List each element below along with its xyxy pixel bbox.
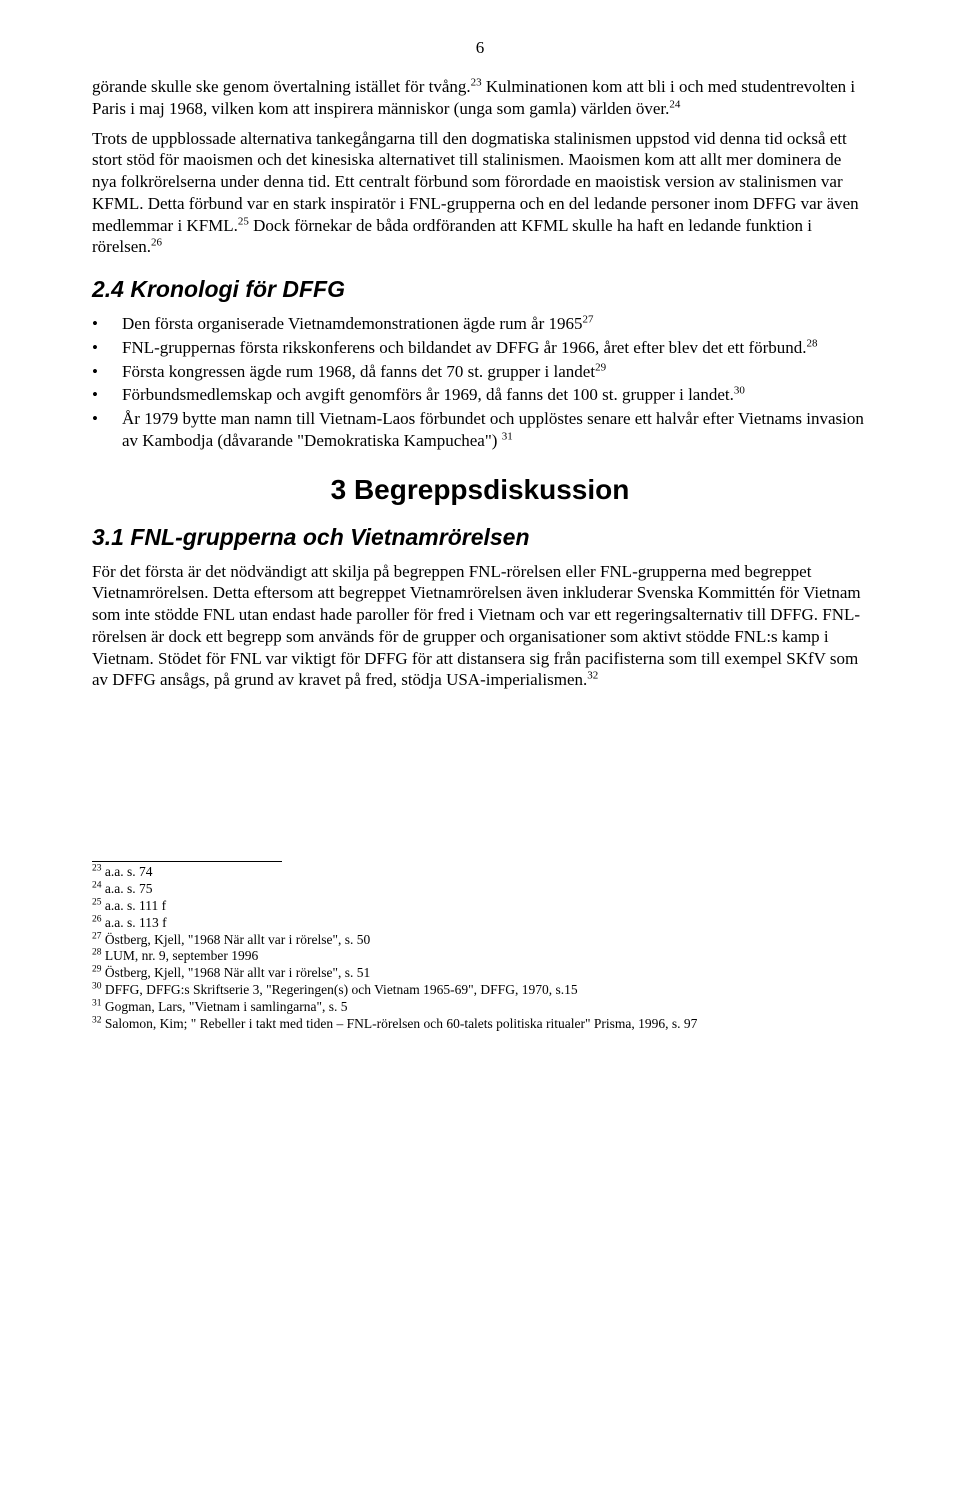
bullet-list: Den första organiserade Vietnamdemonstra… [92, 313, 868, 452]
footnote-28: 28 LUM, nr. 9, september 1996 [92, 948, 868, 965]
page-number: 6 [92, 38, 868, 58]
footnote-ref-27: 27 [583, 313, 594, 325]
bullet-item: FNL-gruppernas första rikskonferens och … [92, 337, 868, 359]
footnote-text: DFFG, DFFG:s Skriftserie 3, "Regeringen(… [102, 982, 578, 997]
footnote-24: 24 a.a. s. 75 [92, 881, 868, 898]
bullet-text: Förbundsmedlemskap och avgift genomförs … [122, 385, 734, 404]
footnote-ref-32: 32 [587, 670, 598, 682]
footnote-text: LUM, nr. 9, september 1996 [102, 948, 259, 963]
footnote-number: 24 [92, 880, 102, 890]
footnote-text: a.a. s. 113 f [102, 915, 167, 930]
footnote-30: 30 DFFG, DFFG:s Skriftserie 3, "Regering… [92, 982, 868, 999]
footnote-text: Gogman, Lars, "Vietnam i samlingarna", s… [102, 999, 348, 1014]
footnote-32: 32 Salomon, Kim; " Rebeller i takt med t… [92, 1016, 868, 1033]
document-page: 6 görande skulle ske genom övertalning i… [0, 0, 960, 1504]
footnote-ref-26: 26 [151, 237, 162, 249]
bullet-item: Den första organiserade Vietnamdemonstra… [92, 313, 868, 335]
footnote-text: Salomon, Kim; " Rebeller i takt med tide… [102, 1016, 698, 1031]
paragraph-2: Trots de uppblossade alternativa tankegå… [92, 128, 868, 259]
bullet-text: År 1979 bytte man namn till Vietnam-Laos… [122, 409, 864, 450]
footnote-26: 26 a.a. s. 113 f [92, 915, 868, 932]
bullet-text: Den första organiserade Vietnamdemonstra… [122, 314, 583, 333]
footnote-ref-31: 31 [502, 430, 513, 442]
footnote-number: 28 [92, 948, 102, 958]
bullet-item: Första kongressen ägde rum 1968, då fann… [92, 361, 868, 383]
footnote-25: 25 a.a. s. 111 f [92, 898, 868, 915]
paragraph-section3: För det första är det nödvändigt att ski… [92, 561, 868, 692]
bullet-text: Första kongressen ägde rum 1968, då fann… [122, 362, 595, 381]
footnote-separator [92, 861, 282, 862]
footnote-number: 23 [92, 864, 102, 874]
footnote-text: a.a. s. 74 [102, 864, 153, 879]
footnote-number: 32 [92, 1015, 102, 1025]
heading-begreppsdiskussion: 3 Begreppsdiskussion [92, 474, 868, 506]
p1-text-a: görande skulle ske genom övertalning ist… [92, 77, 471, 96]
heading-fnl-grupperna: 3.1 FNL-grupperna och Vietnamrörelsen [92, 524, 868, 551]
footnote-number: 26 [92, 914, 102, 924]
footnote-text: a.a. s. 75 [102, 881, 153, 896]
footnote-ref-29: 29 [595, 361, 606, 373]
footnote-number: 31 [92, 999, 102, 1009]
footnote-number: 30 [92, 982, 102, 992]
heading-kronologi: 2.4 Kronologi för DFFG [92, 276, 868, 303]
footnote-ref-30: 30 [734, 385, 745, 397]
bullet-item: Förbundsmedlemskap och avgift genomförs … [92, 384, 868, 406]
footnote-27: 27 Östberg, Kjell, "1968 När allt var i … [92, 932, 868, 949]
s3-text-a: För det första är det nödvändigt att ski… [92, 562, 861, 690]
bullet-text: FNL-gruppernas första rikskonferens och … [122, 338, 807, 357]
footnote-29: 29 Östberg, Kjell, "1968 När allt var i … [92, 965, 868, 982]
footnote-ref-28: 28 [807, 337, 818, 349]
paragraph-1: görande skulle ske genom övertalning ist… [92, 76, 868, 120]
footnote-number: 29 [92, 965, 102, 975]
footnote-number: 27 [92, 931, 102, 941]
bullet-item: År 1979 bytte man namn till Vietnam-Laos… [92, 408, 868, 452]
footnote-text: a.a. s. 111 f [102, 898, 167, 913]
footnote-ref-23: 23 [471, 76, 482, 88]
footnote-text: Östberg, Kjell, "1968 När allt var i rör… [102, 965, 371, 980]
footnote-text: Östberg, Kjell, "1968 När allt var i rör… [102, 932, 371, 947]
footnote-ref-25: 25 [238, 215, 249, 227]
footnote-23: 23 a.a. s. 74 [92, 864, 868, 881]
footnote-31: 31 Gogman, Lars, "Vietnam i samlingarna"… [92, 999, 868, 1016]
footnote-ref-24: 24 [669, 98, 680, 110]
footnote-number: 25 [92, 897, 102, 907]
